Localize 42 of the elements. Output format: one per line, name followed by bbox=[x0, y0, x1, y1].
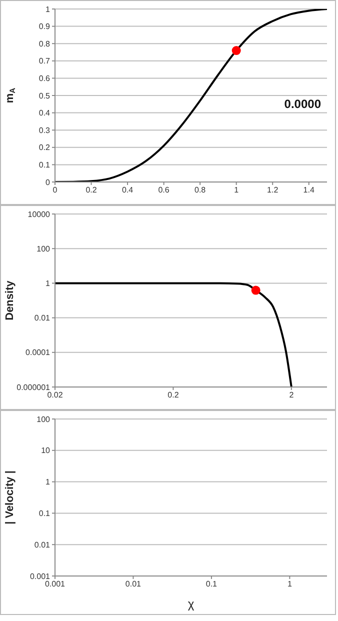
y-tick-label: 0.5 bbox=[38, 91, 51, 100]
y-tick-label: 0.000001 bbox=[16, 382, 51, 392]
x-tick-label: 0.2 bbox=[168, 390, 180, 400]
y-axis-title: | Velocity | bbox=[4, 470, 16, 524]
y-tick-label: 1 bbox=[46, 4, 51, 14]
x-tick-label: 0.01 bbox=[125, 580, 142, 589]
line-series bbox=[55, 9, 327, 182]
y-tick-label: 100 bbox=[36, 414, 51, 424]
y-tick-label: 0 bbox=[46, 178, 51, 187]
x-tick-label: 1.4 bbox=[303, 186, 315, 195]
x-tick-label: 0 bbox=[52, 186, 58, 195]
x-tick-label: 0.1 bbox=[206, 580, 218, 589]
y-axis-title: Density bbox=[4, 280, 16, 320]
x-tick-label: 0.2 bbox=[86, 186, 98, 195]
y-tick-label: 0.2 bbox=[38, 143, 51, 152]
x-axis-title: χ bbox=[188, 597, 195, 611]
x-tick-label: 0.02 bbox=[47, 390, 64, 400]
y-tick-label: 10 bbox=[41, 446, 51, 456]
y-tick-label: 0.3 bbox=[38, 126, 51, 135]
y-tick-label: 0.8 bbox=[38, 39, 51, 48]
y-tick-label: 0.1 bbox=[38, 509, 51, 518]
x-tick-label: 1.2 bbox=[267, 186, 279, 195]
x-tick-label: 0.8 bbox=[194, 186, 206, 195]
y-tick-label: 0.6 bbox=[38, 74, 51, 84]
x-tick-label: 0.4 bbox=[122, 186, 134, 195]
x-tick-label: 1 bbox=[287, 580, 292, 589]
y-tick-label: 1 bbox=[46, 478, 51, 487]
y-tick-label: 1 bbox=[46, 279, 51, 288]
y-tick-label: 0.1 bbox=[38, 160, 51, 170]
y-tick-label: 0.7 bbox=[38, 56, 51, 66]
y-tick-label: 0.4 bbox=[38, 108, 51, 118]
y-tick-label: 0.01 bbox=[34, 540, 51, 550]
y-tick-label: 0.01 bbox=[34, 314, 51, 323]
x-tick-label: 0.6 bbox=[158, 186, 170, 195]
x-tick-label: 2 bbox=[289, 390, 294, 400]
y-tick-label: 10000 bbox=[28, 210, 51, 219]
x-tick-label: 1 bbox=[234, 186, 240, 195]
y-tick-label: 0.0001 bbox=[26, 348, 51, 358]
y-tick-label: 100 bbox=[36, 244, 51, 254]
annotation: 0.0000 bbox=[284, 97, 321, 111]
y-tick-label: 0.9 bbox=[38, 22, 51, 32]
y-tick-label: 0.001 bbox=[30, 572, 51, 581]
